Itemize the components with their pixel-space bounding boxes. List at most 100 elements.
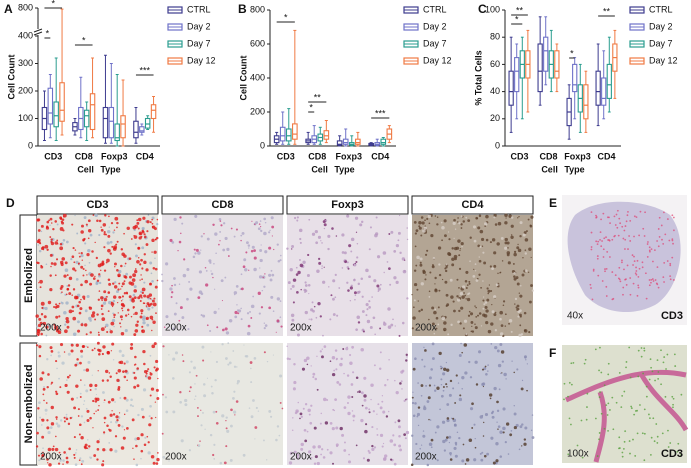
- stain-dot: [424, 225, 427, 227]
- stain-dot: [483, 303, 486, 306]
- stain-dot: [106, 424, 109, 427]
- stain-dot: [657, 228, 660, 230]
- stain-dot: [528, 247, 532, 251]
- stain-dot: [466, 284, 469, 287]
- stain-dot: [661, 238, 663, 241]
- stain-dot: [446, 403, 450, 406]
- stain-dot: [597, 274, 600, 277]
- stain-dot: [438, 263, 441, 266]
- stain-dot: [83, 384, 86, 386]
- stain-dot: [667, 429, 669, 432]
- stain-dot: [348, 453, 350, 456]
- stain-dot: [428, 418, 430, 421]
- stain-dot: [516, 246, 520, 250]
- stain-dot: [454, 228, 457, 230]
- column-header-box: [286, 195, 409, 215]
- legend-label: Day 12: [187, 55, 216, 65]
- stain-dot: [346, 261, 349, 264]
- stain-dot: [54, 274, 57, 277]
- stain-dot: [87, 219, 91, 223]
- stain-dot: [49, 217, 53, 221]
- stain-dot: [103, 433, 105, 435]
- stain-dot: [71, 310, 75, 313]
- stain-dot: [64, 383, 68, 388]
- stain-dot: [394, 325, 396, 327]
- stain-dot: [421, 221, 425, 225]
- stain-dot: [648, 284, 651, 287]
- stain-dot: [36, 288, 39, 291]
- stain-dot: [322, 397, 327, 402]
- stain-dot: [246, 241, 249, 245]
- legend-label: CTRL: [423, 4, 447, 14]
- stain-dot: [102, 448, 106, 452]
- stain-dot: [444, 280, 448, 284]
- stain-dot: [74, 463, 78, 466]
- stain-dot: [75, 452, 77, 454]
- stain-dot: [76, 358, 79, 361]
- stain-dot: [250, 415, 254, 419]
- stain-dot: [133, 289, 137, 293]
- stain-dot: [521, 423, 524, 426]
- stain-dot: [43, 399, 45, 402]
- stain-dot: [499, 271, 502, 274]
- stain-dot: [109, 448, 113, 452]
- stain-dot: [570, 362, 573, 365]
- stain-dot: [113, 325, 115, 328]
- stain-dot: [142, 315, 146, 320]
- stain-dot: [419, 257, 423, 261]
- stain-dot: [335, 235, 338, 237]
- stain-dot: [75, 449, 78, 451]
- stain-dot: [65, 456, 69, 460]
- stain-dot: [403, 399, 406, 402]
- stain-dot: [526, 363, 528, 365]
- stain-dot: [656, 240, 659, 242]
- stain-dot: [650, 366, 653, 369]
- stain-dot: [457, 217, 459, 219]
- x-tick-label: CD4: [597, 151, 615, 161]
- stain-dot: [315, 241, 319, 245]
- stain-dot: [73, 436, 76, 439]
- stain-dot: [382, 442, 385, 445]
- stain-dot: [259, 220, 262, 222]
- stain-dot: [92, 427, 94, 429]
- stain-dot: [643, 459, 646, 462]
- stain-dot: [449, 452, 452, 455]
- stain-dot: [89, 416, 92, 420]
- stain-dot: [660, 383, 662, 386]
- stain-dot: [179, 400, 183, 404]
- stain-dot: [98, 274, 101, 278]
- stain-dot: [499, 430, 503, 434]
- stain-dot: [599, 231, 602, 234]
- stain-dot: [149, 354, 152, 357]
- stain-dot: [147, 368, 150, 371]
- stain-dot: [181, 354, 184, 356]
- stain-dot: [67, 284, 71, 287]
- stain-dot: [430, 438, 434, 442]
- stain-dot: [496, 349, 500, 353]
- stain-dot: [444, 234, 447, 238]
- stain-dot: [347, 460, 352, 464]
- stain-dot: [50, 405, 54, 410]
- stain-dot: [469, 236, 472, 239]
- stain-dot: [102, 223, 107, 227]
- stain-dot: [411, 396, 414, 399]
- stain-dot: [74, 295, 78, 300]
- stain-dot: [165, 315, 169, 319]
- stain-dot: [334, 296, 337, 299]
- stain-dot: [37, 238, 41, 242]
- stain-dot: [592, 268, 595, 271]
- stain-dot: [152, 320, 156, 324]
- stain-dot: [109, 252, 112, 255]
- stain-dot: [629, 293, 632, 296]
- stain-dot: [184, 398, 188, 403]
- stain-dot: [472, 275, 476, 278]
- panel-label: C: [478, 2, 487, 16]
- stain-dot: [248, 407, 251, 409]
- stain-dot: [490, 322, 494, 326]
- stain-dot: [94, 241, 96, 244]
- stain-dot: [257, 410, 260, 412]
- stain-dot: [504, 441, 507, 444]
- stain-dot: [145, 268, 149, 272]
- y-tick-label: 300: [18, 58, 33, 68]
- stain-dot: [434, 215, 437, 217]
